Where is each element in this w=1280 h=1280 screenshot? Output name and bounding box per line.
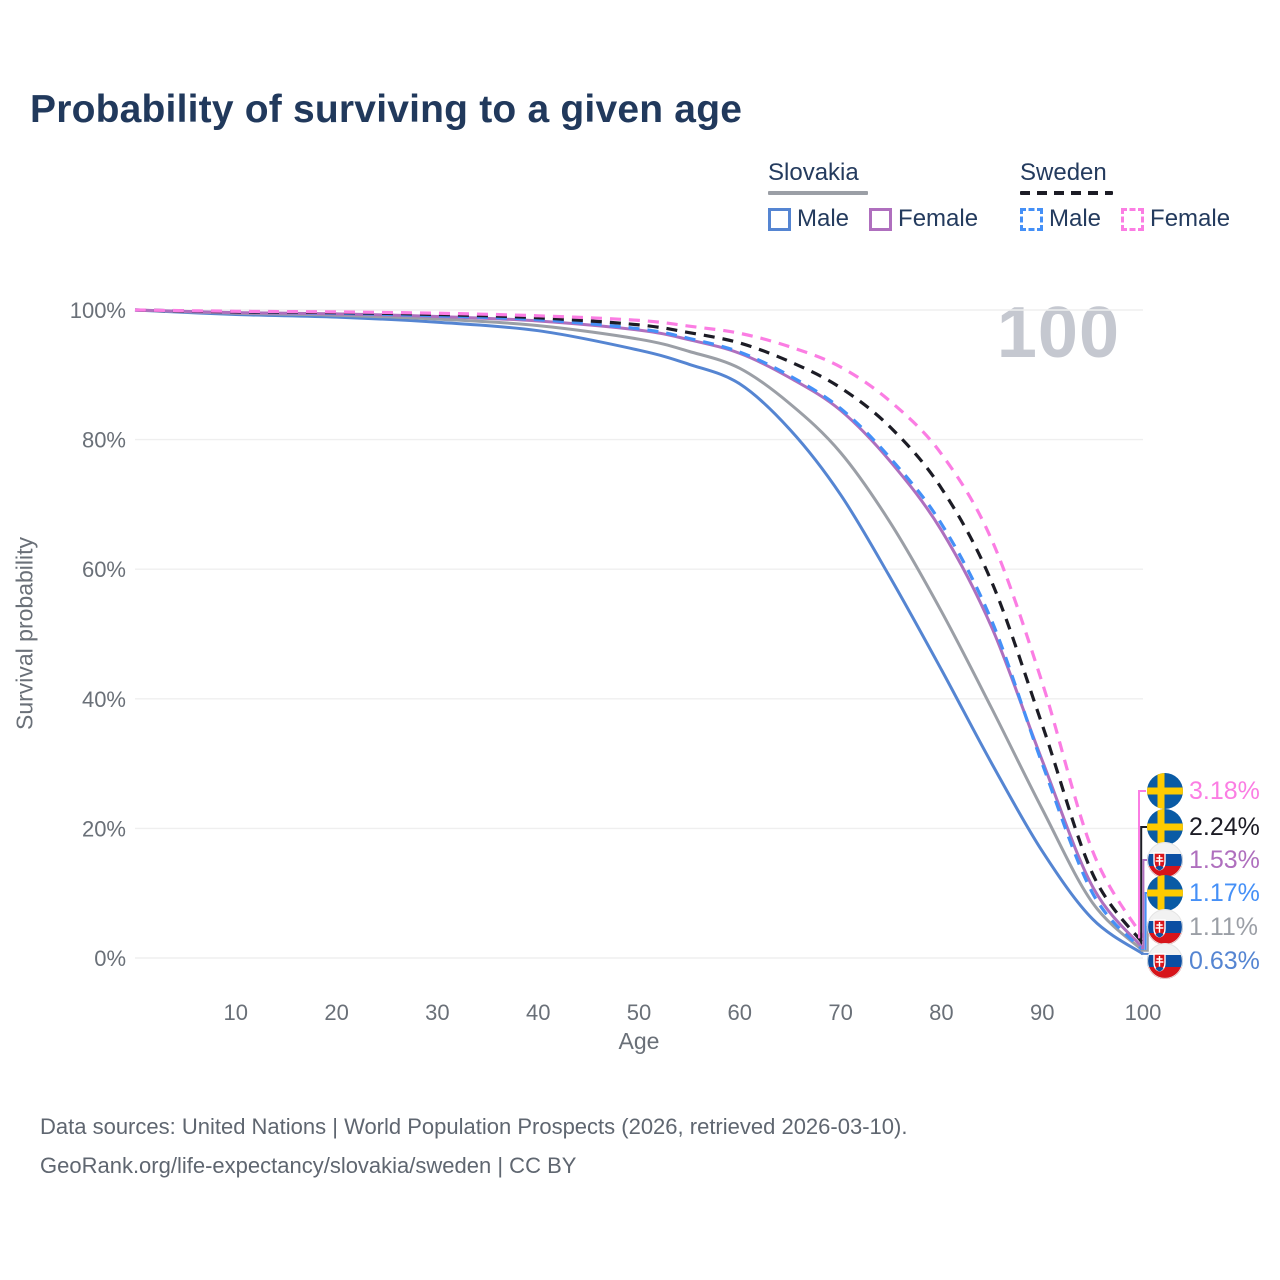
- x-tick-label: 40: [526, 1000, 550, 1025]
- end-label-value: 2.24%: [1189, 812, 1260, 841]
- line-swatch-icon: [768, 207, 791, 231]
- end-label-value: 3.18%: [1189, 776, 1260, 805]
- x-tick-label: 10: [224, 1000, 248, 1025]
- legend-item-sweden-female[interactable]: Female: [1121, 205, 1230, 233]
- sweden-flag-icon: [1147, 773, 1183, 809]
- x-tick-label: 90: [1030, 1000, 1054, 1025]
- label-connector: [1141, 859, 1151, 950]
- series-line-svk_female[interactable]: [134, 308, 1145, 950]
- legend-item-label: Male: [1049, 205, 1102, 233]
- series-line-svk_both[interactable]: [134, 308, 1145, 952]
- source-line-1: Data sources: United Nations | World Pop…: [40, 1114, 908, 1139]
- y-tick-label: 0%: [94, 946, 126, 971]
- x-tick-label: 20: [324, 1000, 348, 1025]
- end-label-svk_male: 0.63%: [1147, 943, 1260, 979]
- line-swatch-icon: [1020, 207, 1043, 231]
- sweden-flag-icon: [1147, 875, 1183, 911]
- end-label-value: 1.17%: [1189, 878, 1260, 907]
- source-line-2: GeoRank.org/life-expectancy/slovakia/swe…: [40, 1152, 577, 1178]
- page-title: Probability of surviving to a given age: [30, 88, 743, 131]
- legend-country-slovakia: Slovakia: [768, 159, 859, 186]
- y-tick-label: 100%: [70, 298, 126, 323]
- x-tick-label: 30: [425, 1000, 449, 1025]
- x-tick-label: 100: [1125, 1000, 1162, 1025]
- end-label-value: 1.53%: [1189, 845, 1260, 874]
- x-tick-label: 80: [929, 1000, 953, 1025]
- label-connector: [1140, 826, 1149, 945]
- label-connector: [1138, 790, 1146, 939]
- y-tick-label: 80%: [82, 428, 126, 453]
- x-axis-title: Age: [618, 1028, 660, 1054]
- legend-item-slovakia-male[interactable]: Male: [768, 205, 849, 233]
- end-label-swe_both: 2.24%: [1147, 809, 1260, 845]
- sweden-flag-icon: [1147, 809, 1183, 845]
- legend-group-slovakia: Slovakia Male Female: [768, 159, 978, 233]
- series-line-swe_female[interactable]: [134, 308, 1145, 939]
- data-sources: Data sources: United Nations | World Pop…: [40, 1108, 907, 1185]
- slovakia-flag-icon: [1147, 842, 1183, 878]
- y-tick-label: 60%: [82, 557, 126, 582]
- end-label-swe_male: 1.17%: [1147, 875, 1260, 911]
- line-swatch-icon: [1121, 207, 1145, 231]
- legend-item-sweden-male[interactable]: Male: [1020, 205, 1101, 233]
- end-label-value: 0.63%: [1189, 946, 1260, 975]
- legend-item-label: Female: [898, 205, 979, 233]
- legend-group-sweden: Sweden Male Female: [1020, 159, 1230, 233]
- end-label-svk_female: 1.53%: [1147, 842, 1260, 878]
- y-tick-label: 20%: [82, 816, 126, 841]
- x-tick-label: 50: [627, 1000, 651, 1025]
- x-tick-label: 70: [828, 1000, 852, 1025]
- legend-underline-sweden: [1020, 191, 1113, 196]
- series-line-svk_male[interactable]: [134, 308, 1144, 956]
- age-watermark: 100: [996, 293, 1120, 373]
- end-label-swe_female: 3.18%: [1147, 773, 1260, 809]
- y-axis-title: Survival probability: [11, 536, 38, 731]
- legend-item-label: Female: [1150, 205, 1231, 233]
- legend-country-sweden: Sweden: [1020, 159, 1107, 186]
- end-label-value: 1.11%: [1189, 912, 1259, 941]
- slovakia-flag-icon: [1147, 909, 1183, 945]
- x-tick-label: 60: [728, 1000, 752, 1025]
- end-label-svk_both: 1.11%: [1147, 909, 1258, 945]
- legend-item-slovakia-female[interactable]: Female: [869, 205, 978, 233]
- legend-underline-slovakia: [768, 191, 868, 196]
- y-tick-label: 40%: [82, 687, 126, 712]
- slovakia-flag-icon: [1147, 943, 1183, 979]
- line-swatch-icon: [869, 207, 893, 231]
- legend-item-label: Male: [797, 205, 850, 233]
